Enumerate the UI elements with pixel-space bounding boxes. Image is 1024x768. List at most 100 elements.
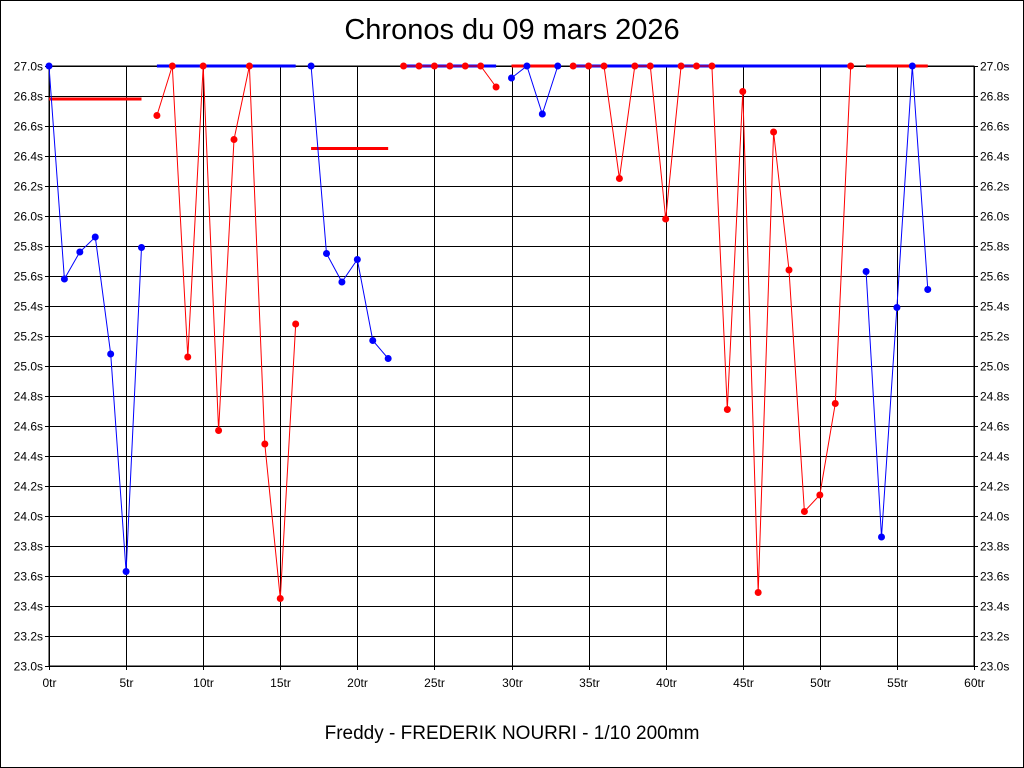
data-point [770, 128, 778, 136]
tick-labels: 23.0s 23.0s 23.2s 23.2s 23.4s 23.4s 23.6s 23.6s… [14, 60, 1010, 691]
x-tick-label: 45tr [733, 676, 754, 690]
data-point [554, 62, 562, 70]
data-point [230, 136, 238, 143]
data-point [184, 353, 192, 361]
y-tick-label-left: 23.8s [14, 540, 43, 554]
y-tick-label-left: 25.6s [14, 270, 43, 284]
data-point [523, 62, 531, 70]
data-point [292, 320, 300, 328]
y-tick-label-right: 23.6s [980, 570, 1009, 584]
x-tick-label: 15tr [270, 676, 291, 690]
data-point [646, 62, 654, 70]
data-point [538, 110, 546, 118]
data-point [276, 595, 284, 602]
data-point [847, 62, 855, 70]
y-tick-label-left: 23.4s [14, 600, 43, 614]
y-tick-label-right: 26.6s [980, 120, 1009, 134]
data-point [878, 533, 885, 541]
data-point [261, 440, 269, 448]
series-line [310, 65, 389, 359]
data-point [122, 568, 130, 575]
y-tick-label-right: 23.8s [980, 540, 1009, 554]
data-point [199, 62, 207, 70]
y-tick-label-right: 23.0s [980, 660, 1009, 674]
data-point [60, 275, 68, 283]
data-point [508, 74, 515, 82]
data-point [338, 278, 346, 286]
x-tick-label: 55tr [887, 676, 908, 690]
y-tick-label-left: 24.6s [14, 420, 43, 434]
y-tick-label-right: 24.4s [980, 450, 1009, 464]
x-tick-label: 30tr [502, 676, 523, 690]
data-point [708, 62, 716, 70]
data-point [754, 589, 762, 596]
data-point [492, 83, 500, 91]
x-tick-label: 10tr [193, 676, 214, 690]
data-point [245, 62, 253, 70]
data-point [353, 256, 361, 263]
x-tick-label: 0tr [42, 676, 56, 690]
data-point [785, 266, 793, 274]
series-line [156, 65, 297, 599]
x-tick-label: 5tr [119, 676, 133, 690]
data-point [831, 400, 839, 407]
x-tick-label: 20tr [347, 676, 368, 690]
data-point [585, 62, 593, 70]
data-points [45, 62, 932, 602]
data-point [369, 337, 377, 344]
y-tick-label-left: 24.4s [14, 450, 43, 464]
y-tick-label-right: 25.0s [980, 360, 1009, 374]
x-tick-label: 25tr [424, 676, 445, 690]
data-point [91, 233, 99, 241]
data-point [569, 62, 577, 70]
data-point [45, 62, 53, 70]
y-tick-label-left: 26.0s [14, 210, 43, 224]
y-tick-label-left: 25.4s [14, 300, 43, 314]
y-tick-label-right: 24.8s [980, 390, 1009, 404]
data-point [323, 250, 330, 257]
chart-title: Chronos du 09 mars 2026 [344, 14, 680, 46]
data-point [461, 62, 469, 70]
y-tick-label-left: 26.4s [14, 150, 43, 164]
data-point [600, 62, 608, 70]
data-point [615, 175, 623, 182]
y-tick-label-right: 26.2s [980, 180, 1009, 194]
y-tick-label-left: 23.6s [14, 570, 43, 584]
y-tick-label-right: 24.2s [980, 480, 1009, 494]
data-point [107, 350, 115, 358]
y-tick-label-right: 25.8s [980, 240, 1009, 254]
grid-lines [45, 66, 978, 670]
data-point [138, 244, 145, 251]
data-point [739, 88, 747, 95]
y-tick-label-left: 24.2s [14, 480, 43, 494]
y-tick-label-left: 25.2s [14, 330, 43, 344]
y-tick-label-left: 24.8s [14, 390, 43, 404]
data-point [693, 62, 700, 70]
data-point [153, 112, 161, 119]
data-point [908, 62, 916, 70]
y-tick-label-right: 23.4s [980, 600, 1009, 614]
data-point [477, 62, 485, 70]
y-tick-label-right: 24.0s [980, 510, 1009, 524]
data-point [800, 508, 808, 515]
data-point [168, 62, 176, 70]
y-tick-label-left: 27.0s [14, 60, 43, 74]
y-tick-label-right: 25.4s [980, 300, 1009, 314]
data-point [862, 268, 870, 275]
data-point [76, 248, 84, 256]
x-tick-label: 60tr [964, 676, 985, 690]
y-tick-label-right: 26.0s [980, 210, 1009, 224]
data-point [816, 491, 824, 499]
y-tick-label-right: 23.2s [980, 630, 1009, 644]
data-point [215, 427, 223, 434]
series-line [511, 65, 559, 116]
y-tick-label-left: 26.8s [14, 90, 43, 104]
y-tick-label-right: 25.2s [980, 330, 1009, 344]
y-tick-label-right: 26.4s [980, 150, 1009, 164]
x-tick-label: 50tr [810, 676, 831, 690]
y-tick-label-right: 27.0s [980, 60, 1009, 74]
y-tick-label-left: 25.0s [14, 360, 43, 374]
data-point [384, 355, 392, 362]
x-tick-label: 40tr [656, 676, 677, 690]
x-tick-label: 35tr [579, 676, 600, 690]
